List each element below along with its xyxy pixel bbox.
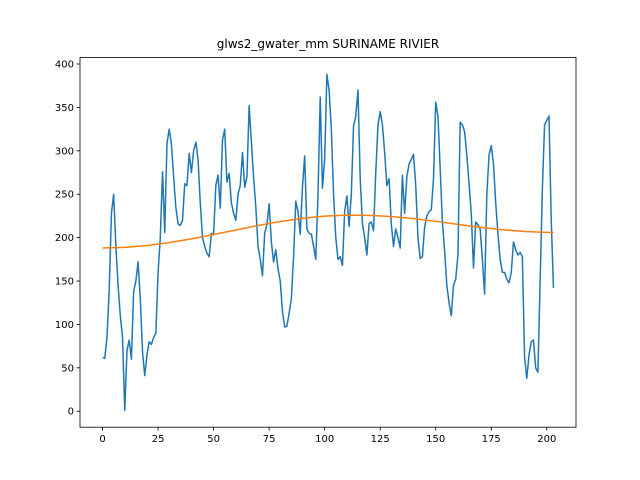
y-tick-label: 350: [55, 103, 74, 114]
chart-title: glws2_gwater_mm SURINAME RIVIER: [217, 37, 439, 51]
x-tick-label: 125: [371, 434, 390, 445]
x-tick-label: 75: [263, 434, 276, 445]
series-line: [102, 73, 555, 412]
plot-frame: [79, 57, 577, 428]
y-tick-label: 300: [55, 146, 74, 157]
y-tick-label: 0: [68, 407, 74, 418]
x-tick-label: 200: [537, 434, 556, 445]
x-tick-label: 150: [426, 434, 445, 445]
y-tick-label: 50: [61, 363, 74, 374]
x-tick-label: 50: [207, 434, 220, 445]
y-tick-label: 400: [55, 60, 74, 71]
x-tick-label: 0: [99, 434, 105, 445]
y-tick-label: 200: [55, 233, 74, 244]
y-tick-label: 250: [55, 190, 74, 201]
x-tick-label: 100: [315, 434, 334, 445]
y-tick-label: 150: [55, 277, 74, 288]
series-line: [102, 214, 554, 249]
x-tick-label: 175: [482, 434, 501, 445]
y-tick-label: 100: [55, 320, 74, 331]
x-tick-label: 25: [152, 434, 165, 445]
